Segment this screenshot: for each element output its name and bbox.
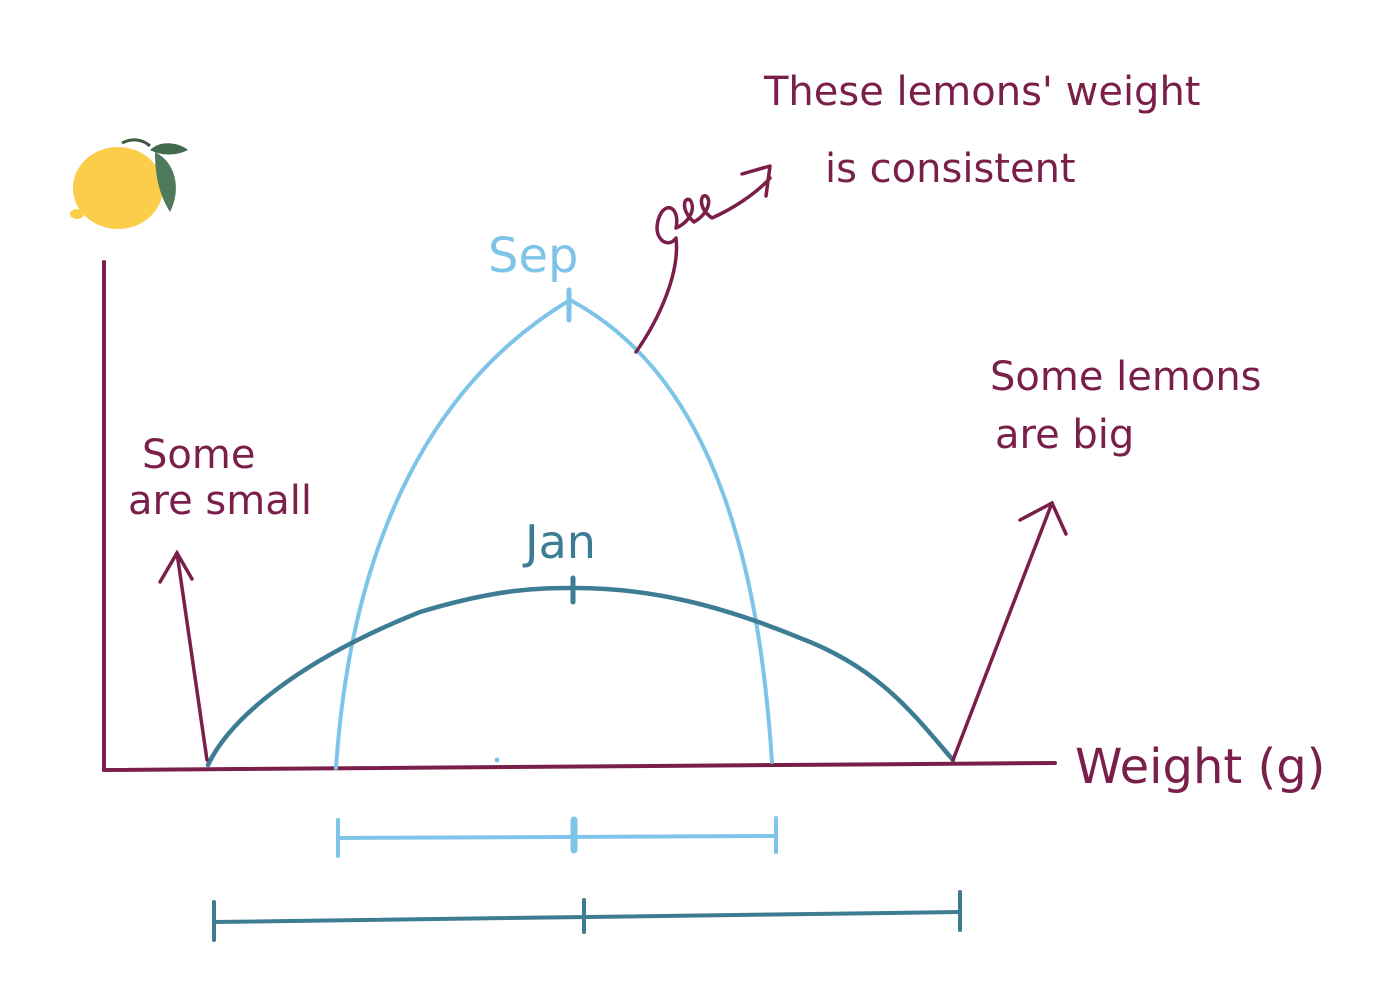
sep-label: Sep [488, 228, 578, 284]
jan-series: Jan [205, 515, 956, 768]
annotation-big: Some lemons are big [951, 354, 1262, 762]
jan-curve [205, 585, 956, 768]
lemon-icon [70, 138, 188, 229]
small-text-line1: Some [142, 432, 255, 478]
arrow-icon [158, 549, 209, 762]
squiggle-arrow-icon [634, 164, 772, 354]
annotation-consistent: These lemons' weight is consistent [634, 69, 1200, 354]
axis-dot [494, 757, 500, 763]
axes [102, 260, 1057, 772]
sep-range-bar [336, 816, 778, 858]
x-axis [102, 761, 1057, 772]
consistent-text-line1: These lemons' weight [763, 69, 1200, 115]
arrow-icon [951, 500, 1068, 762]
jan-label: Jan [522, 515, 596, 569]
jan-range-bar [212, 890, 962, 942]
x-axis-label: Weight (g) [1075, 739, 1325, 795]
big-text-line1: Some lemons [990, 354, 1262, 400]
big-text-line2: are big [995, 412, 1134, 458]
small-text-line2: are small [128, 478, 312, 524]
annotation-small: Some are small [128, 432, 312, 762]
consistent-text-line2: is consistent [825, 146, 1076, 192]
sep-series: Sep [334, 228, 774, 770]
